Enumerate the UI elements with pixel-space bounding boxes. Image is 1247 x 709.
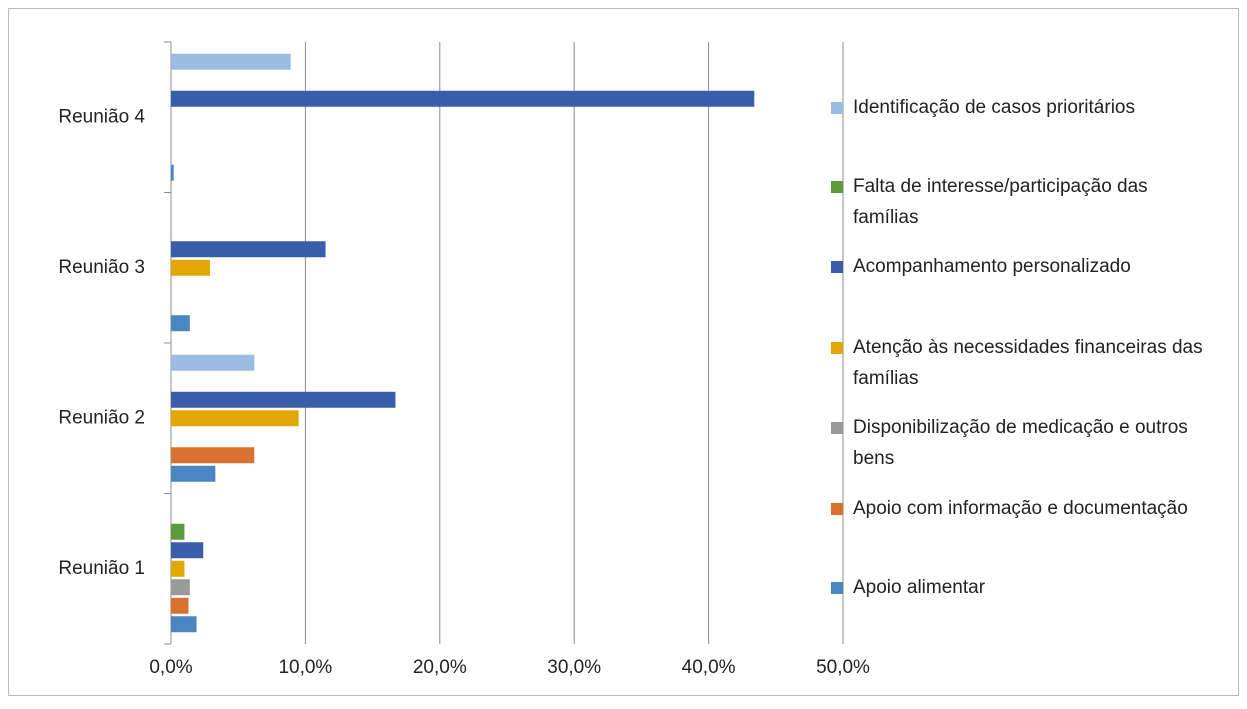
bar <box>171 241 326 258</box>
y-tick-label: Reunião 3 <box>58 257 145 278</box>
y-tick-label: Reunião 2 <box>58 407 145 428</box>
y-tick-label: Reunião 1 <box>58 558 145 579</box>
bar <box>171 560 185 577</box>
bar <box>171 90 755 107</box>
bar <box>171 465 216 482</box>
bar <box>171 259 210 276</box>
legend-label: Falta de interesse/participação das famíl… <box>853 176 1148 228</box>
x-tick-label: 0,0% <box>149 657 192 678</box>
legend-label: Identificação de casos prioritários <box>853 97 1135 118</box>
bar <box>171 391 396 408</box>
x-tick-label: 30,0% <box>547 657 601 678</box>
bar <box>171 523 185 540</box>
bar <box>171 164 174 181</box>
bar <box>171 542 204 559</box>
x-tick-label: 10,0% <box>278 657 332 678</box>
legend-swatch <box>831 181 843 193</box>
bar <box>171 354 255 371</box>
bar <box>171 579 190 596</box>
bar <box>171 447 255 464</box>
chart-border <box>8 8 1239 696</box>
x-tick-label: 40,0% <box>682 657 736 678</box>
legend-swatch <box>831 102 843 114</box>
x-tick-label: 50,0% <box>816 657 870 678</box>
legend-label: Apoio com informação e documentação <box>853 498 1188 519</box>
bar <box>171 315 190 332</box>
bar <box>171 410 299 427</box>
legend-swatch <box>831 503 843 515</box>
y-tick-label: Reunião 4 <box>58 106 145 127</box>
legend-label: Apoio alimentar <box>853 577 986 598</box>
legend-label: Atenção às necessidades financeiras das f… <box>853 337 1203 389</box>
legend-swatch <box>831 422 843 434</box>
legend-label: Acompanhamento personalizado <box>853 256 1131 277</box>
legend-swatch <box>831 582 843 594</box>
x-tick-label: 20,0% <box>413 657 467 678</box>
bar <box>171 616 197 633</box>
legend-swatch <box>831 261 843 273</box>
bar <box>171 597 189 614</box>
legend-label: Disponibilização de medicação e outros be… <box>853 417 1188 469</box>
bar <box>171 53 291 70</box>
legend-swatch <box>831 342 843 354</box>
